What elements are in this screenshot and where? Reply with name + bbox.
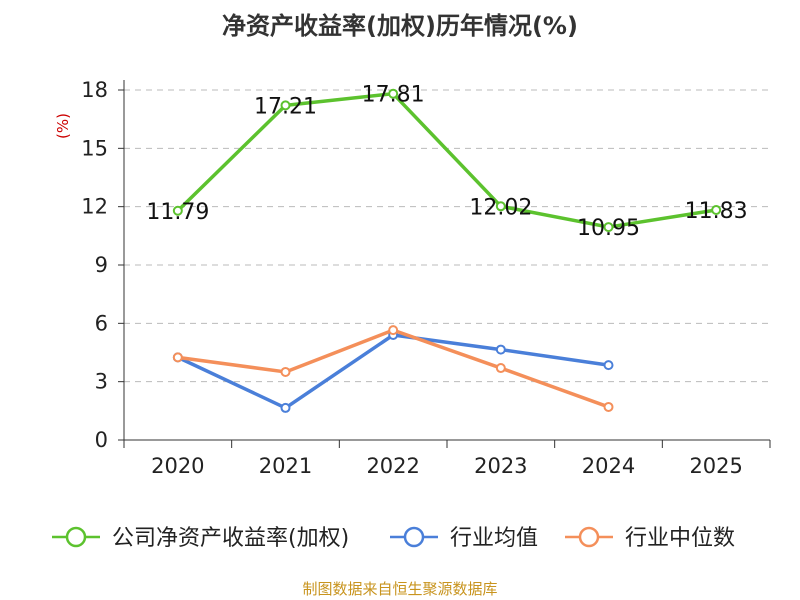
data-label: 17.21 <box>254 94 317 119</box>
series-0 <box>172 88 722 233</box>
legend-swatch-marker <box>65 526 87 548</box>
data-label: 12.02 <box>469 195 532 220</box>
series-line <box>177 328 610 409</box>
series-2 <box>172 325 614 412</box>
data-point <box>711 204 722 215</box>
legend-item-1: 行业均值 <box>390 526 538 551</box>
x-tick-label: 2021 <box>259 454 312 478</box>
data-label: 11.79 <box>146 200 209 225</box>
y-tick-label: 9 <box>95 253 108 277</box>
series-line <box>176 91 717 229</box>
series-1 <box>172 330 614 413</box>
axes: 0 3 6 9 12 15 18 2020 2021 2022 2023 2024 2025 <box>81 78 771 478</box>
data-point <box>603 360 614 371</box>
y-tick-label: 6 <box>95 311 108 335</box>
y-tick-label: 12 <box>81 195 108 219</box>
y-tick-label: 0 <box>95 428 108 452</box>
legend-label: 公司净资产收益率(加权) <box>112 526 349 551</box>
data-point <box>172 205 183 216</box>
legend-swatch-marker <box>578 526 600 548</box>
data-point <box>495 363 506 374</box>
legend-item-0: 公司净资产收益率(加权) <box>52 526 349 551</box>
source-note: 制图数据来自恒生聚源数据库 <box>302 580 497 598</box>
grid-lines <box>124 89 770 383</box>
data-label: 17.81 <box>362 83 425 108</box>
data-label: 11.83 <box>685 199 748 224</box>
x-tick-label: 2023 <box>474 454 527 478</box>
series-group <box>172 88 722 413</box>
chart-title: 净资产收益率(加权)历年情况(%) <box>222 12 578 40</box>
data-point <box>280 402 291 413</box>
data-point <box>603 401 614 412</box>
y-axis-label: (%) <box>54 113 72 139</box>
data-point <box>388 325 399 336</box>
data-point <box>280 100 291 111</box>
data-point <box>495 201 506 212</box>
data-labels: 11.79 17.21 17.81 12.02 10.95 11.83 <box>146 83 747 241</box>
x-tick-label: 2022 <box>366 454 419 478</box>
data-point <box>603 222 614 233</box>
data-label: 10.95 <box>577 216 640 241</box>
x-tick-label: 2025 <box>689 454 742 478</box>
series-line <box>177 333 609 410</box>
data-point <box>172 352 183 363</box>
y-tick-label: 15 <box>81 136 108 160</box>
x-tick-label: 2020 <box>151 454 204 478</box>
y-tick-label: 3 <box>95 370 108 394</box>
data-point <box>280 366 291 377</box>
x-tick-label: 2024 <box>582 454 635 478</box>
legend: 公司净资产收益率(加权) 行业均值 行业中位数 <box>52 526 735 551</box>
legend-swatch-marker <box>403 526 425 548</box>
legend-label: 行业中位数 <box>625 526 735 551</box>
legend-item-2: 行业中位数 <box>565 526 735 551</box>
y-tick-label: 18 <box>81 78 108 102</box>
data-point <box>388 88 399 99</box>
data-point <box>495 344 506 355</box>
legend-label: 行业均值 <box>450 526 538 551</box>
